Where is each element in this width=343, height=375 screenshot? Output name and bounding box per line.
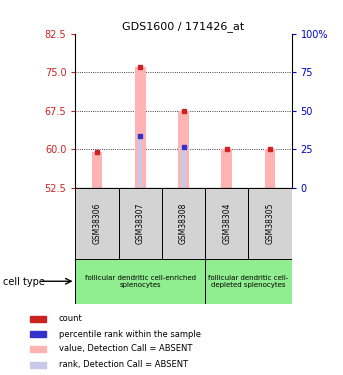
Bar xyxy=(178,111,189,188)
Text: GSM38306: GSM38306 xyxy=(93,202,102,244)
Bar xyxy=(119,188,162,259)
Bar xyxy=(30,362,46,368)
Bar xyxy=(221,149,232,188)
Bar xyxy=(181,147,186,188)
Bar xyxy=(138,136,142,188)
Bar xyxy=(30,332,46,337)
Text: cell type: cell type xyxy=(3,278,45,287)
Text: count: count xyxy=(59,315,82,324)
Text: rank, Detection Call = ABSENT: rank, Detection Call = ABSENT xyxy=(59,360,188,369)
Bar xyxy=(30,346,46,352)
Bar xyxy=(75,188,119,259)
Bar xyxy=(264,149,275,188)
Text: GSM38307: GSM38307 xyxy=(136,202,145,244)
Bar xyxy=(205,259,292,304)
Bar xyxy=(30,316,46,322)
Bar xyxy=(92,152,103,188)
Text: percentile rank within the sample: percentile rank within the sample xyxy=(59,330,201,339)
Text: follicular dendritic cell-
depleted splenocytes: follicular dendritic cell- depleted sple… xyxy=(208,275,288,288)
Text: GSM38305: GSM38305 xyxy=(265,202,274,244)
Bar xyxy=(205,188,248,259)
Text: GSM38304: GSM38304 xyxy=(222,202,231,244)
Text: follicular dendritic cell-enriched
splenocytes: follicular dendritic cell-enriched splen… xyxy=(85,275,196,288)
Bar xyxy=(135,67,146,188)
Title: GDS1600 / 171426_at: GDS1600 / 171426_at xyxy=(122,22,245,33)
Text: value, Detection Call = ABSENT: value, Detection Call = ABSENT xyxy=(59,344,192,353)
Bar xyxy=(162,188,205,259)
Bar xyxy=(248,188,292,259)
Text: GSM38308: GSM38308 xyxy=(179,202,188,244)
Bar xyxy=(75,259,205,304)
